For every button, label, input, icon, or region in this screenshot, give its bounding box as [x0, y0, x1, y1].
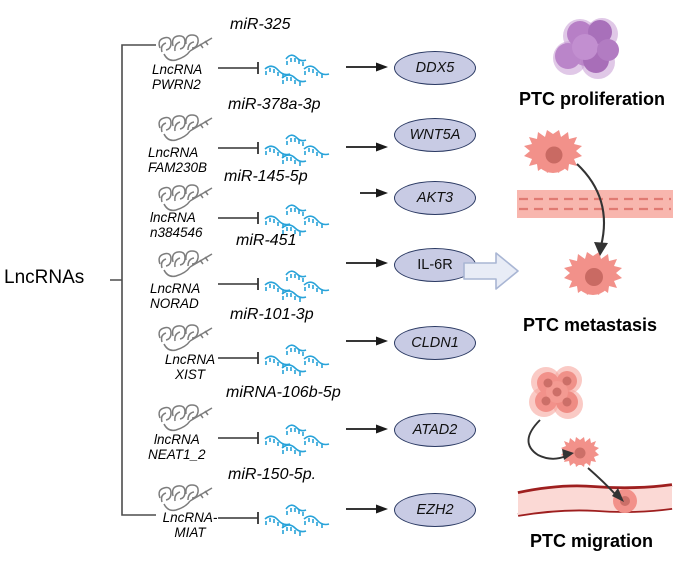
lncrna-name-line1: lncRNA	[154, 432, 200, 447]
lncrnas-root-label: LncRNAs	[4, 267, 85, 288]
mirna-label: miR-150-5p.	[228, 466, 317, 483]
arrow-icon	[346, 336, 388, 346]
mirna-cluster-icon	[264, 344, 330, 376]
pathway-row: LncRNA XIST miR-101-3p CLDN1	[150, 306, 480, 396]
pathway-row: LncRNA NORAD miR-451 IL-6R	[150, 232, 480, 322]
lncrna-label: lncRNA NEAT1_2	[148, 432, 254, 462]
lncrna-name-line2: NEAT1_2	[148, 447, 206, 462]
inhibition-bar-icon	[218, 512, 259, 524]
inhibition-bar-icon	[218, 432, 259, 444]
pathway-row: lncRNA NEAT1_2 miRNA-106b-5p ATAD2	[148, 384, 480, 476]
mirna-label: miR-145-5p	[224, 168, 308, 185]
lncrna-name-line2: FAM230B	[148, 160, 208, 175]
lncrna-hairpin-icon	[158, 184, 213, 212]
lncrna-label: LncRNA NORAD	[150, 281, 250, 311]
lncrna-name-line2: XIST	[174, 367, 205, 382]
lncrna-label: LncRNA FAM230B	[148, 145, 248, 175]
lncrna-label: LncRNA- MIAT	[146, 510, 234, 540]
lncrna-name-line1: LncRNA-	[162, 510, 218, 525]
cell-crossing-vessel-icon	[517, 130, 673, 295]
mirna-cluster-icon	[264, 270, 330, 302]
outcome-caption-proliferation: PTC proliferation	[519, 89, 666, 109]
arrow-icon	[346, 62, 388, 72]
block-arrow-icon	[463, 252, 519, 290]
pathway-row: LncRNA- MIAT miR-150-5p. EZH2	[150, 466, 480, 556]
lncrna-hairpin-icon	[158, 250, 213, 278]
lncrna-name-line1: lncRNA	[150, 210, 196, 225]
lncrna-hairpin-icon	[158, 404, 213, 432]
pathway-row: lncRNA n384546 miR-145-5p AKT3	[150, 168, 480, 256]
outcome-caption-metastasis: PTC metastasis	[523, 315, 658, 335]
lncrna-name-line1: LncRNA	[150, 281, 201, 296]
arrow-icon	[346, 258, 388, 268]
mirna-label: miR-451	[236, 232, 297, 249]
pathway-row: LncRNA PWRN2 miR-325 DDX5	[150, 16, 480, 106]
mirna-cluster-icon	[264, 424, 330, 456]
inhibition-bar-icon	[218, 352, 259, 364]
inhibition-bar-icon	[218, 278, 259, 290]
pathway-row: LncRNA FAM230B miR-378a-3p WNT5A	[148, 96, 480, 186]
mirna-label: miRNA-106b-5p	[226, 384, 341, 401]
lncrna-hairpin-icon	[158, 484, 213, 512]
lncrna-name-line1: LncRNA	[148, 145, 199, 160]
cell-cluster-migrating-to-vessel-icon	[517, 366, 673, 517]
lncrna-label: LncRNA XIST	[144, 352, 236, 382]
mirna-label: miR-325	[230, 16, 291, 33]
lncrna-name-line2: n384546	[150, 225, 203, 240]
arrow-icon	[346, 142, 388, 152]
mirna-cluster-icon	[264, 204, 330, 236]
outcome-caption-migration: PTC migration	[530, 531, 654, 551]
tumor-cell-cluster-purple-icon	[553, 18, 619, 79]
lncrna-hairpin-icon	[158, 34, 213, 62]
lncrna-label: lncRNA n384546	[150, 210, 250, 240]
target-gene-ellipse: ATAD2	[394, 413, 476, 447]
lncrna-bracket	[110, 44, 156, 516]
lncrna-label: LncRNA PWRN2	[152, 62, 252, 92]
lncrna-hairpin-icon	[158, 114, 213, 142]
inhibition-bar-icon	[218, 62, 259, 74]
arrow-icon	[346, 424, 388, 434]
target-gene-ellipse: CLDN1	[394, 326, 476, 360]
arrow-icon	[360, 188, 388, 198]
lncrna-name-line1: LncRNA	[164, 352, 216, 367]
mirna-cluster-icon	[264, 134, 330, 166]
inhibition-bar-icon	[218, 142, 259, 154]
mirna-cluster-icon	[264, 54, 330, 86]
mirna-cluster-icon	[264, 504, 330, 536]
target-gene-ellipse: IL-6R	[394, 248, 476, 282]
target-gene-ellipse: DDX5	[394, 51, 476, 85]
target-gene-ellipse: EZH2	[394, 493, 476, 527]
mirna-label: miR-101-3p	[230, 306, 314, 323]
lncrna-name-line2: NORAD	[150, 296, 199, 311]
lncrna-name-line2: MIAT	[174, 525, 206, 540]
lncrna-hairpin-icon	[158, 324, 213, 352]
lncrna-name-line1: LncRNA	[152, 62, 203, 77]
target-gene-ellipse: WNT5A	[394, 118, 476, 152]
lncrna-name-line2: PWRN2	[152, 77, 201, 92]
arrow-icon	[346, 504, 388, 514]
mirna-label: miR-378a-3p	[228, 96, 321, 113]
target-gene-ellipse: AKT3	[394, 181, 476, 215]
inhibition-bar-icon	[218, 212, 259, 224]
